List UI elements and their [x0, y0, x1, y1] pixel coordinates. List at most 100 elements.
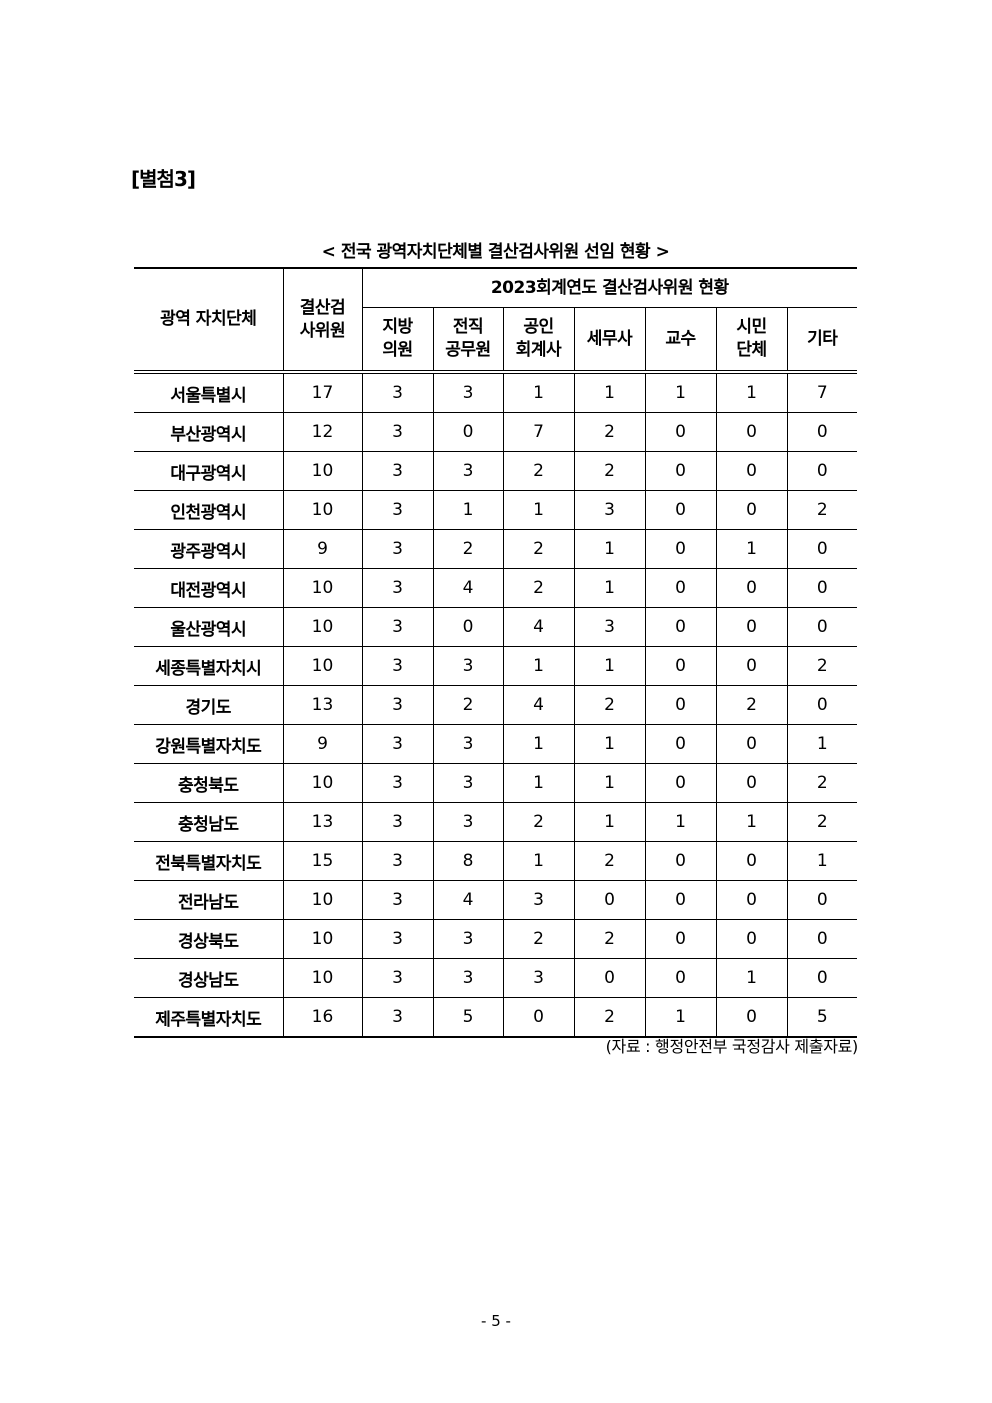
header-total-line2: 사위원: [299, 320, 346, 341]
tax-accountant-cell: 3: [573, 607, 646, 647]
local-council-cell: 3: [361, 685, 434, 725]
auditor-table: 광역 자치단체 결산검 사위원 2023회계연도 결산검사위원 현황 지방 의원 전…: [134, 267, 858, 1038]
total-cell: 15: [282, 841, 363, 881]
local-council-cell: 3: [361, 841, 434, 881]
other-cell: 0: [786, 568, 858, 608]
header-former-official: 전직 공무원: [432, 307, 504, 374]
cpa-cell: 1: [502, 763, 575, 803]
header-group: 2023회계연도 결산검사위원 현황: [361, 267, 858, 308]
professor-cell: 0: [644, 607, 717, 647]
cpa-cell: 1: [502, 724, 575, 764]
header-professor-line: 교수: [665, 328, 696, 349]
table-row: 충청남도 13 3 3 2 1 1 1 2: [134, 802, 858, 842]
local-council-cell: 3: [361, 802, 434, 842]
total-cell: 10: [282, 646, 363, 686]
region-cell: 충청북도: [134, 763, 284, 803]
professor-cell: 1: [644, 997, 717, 1038]
tax-accountant-cell: 2: [573, 451, 646, 491]
civic-group-cell: 0: [715, 997, 788, 1038]
table-row: 인천광역시 10 3 1 1 3 0 0 2: [134, 490, 858, 530]
tax-accountant-cell: 1: [573, 568, 646, 608]
region-cell: 서울특별시: [134, 371, 284, 413]
local-council-cell: 3: [361, 607, 434, 647]
civic-group-cell: 0: [715, 412, 788, 452]
former-official-cell: 1: [432, 490, 504, 530]
header-civic-group: 시민 단체: [715, 307, 788, 374]
professor-cell: 0: [644, 841, 717, 881]
cpa-cell: 0: [502, 997, 575, 1038]
region-cell: 전라남도: [134, 880, 284, 920]
professor-cell: 0: [644, 763, 717, 803]
civic-group-cell: 1: [715, 371, 788, 413]
total-cell: 10: [282, 763, 363, 803]
table-row: 대전광역시 10 3 4 2 1 0 0 0: [134, 568, 858, 608]
local-council-cell: 3: [361, 724, 434, 764]
civic-group-cell: 0: [715, 919, 788, 959]
tax-accountant-cell: 2: [573, 997, 646, 1038]
former-official-cell: 4: [432, 880, 504, 920]
header-cpa: 공인 회계사: [502, 307, 575, 374]
civic-group-cell: 0: [715, 880, 788, 920]
civic-group-cell: 0: [715, 763, 788, 803]
other-cell: 0: [786, 607, 858, 647]
tax-accountant-cell: 1: [573, 529, 646, 569]
total-cell: 16: [282, 997, 363, 1038]
cpa-cell: 2: [502, 568, 575, 608]
header-professor: 교수: [644, 307, 717, 374]
local-council-cell: 3: [361, 763, 434, 803]
header-local-council-line: 의원: [382, 340, 413, 360]
cpa-cell: 2: [502, 919, 575, 959]
cpa-cell: 1: [502, 841, 575, 881]
other-cell: 0: [786, 529, 858, 569]
professor-cell: 0: [644, 958, 717, 998]
tax-accountant-cell: 1: [573, 763, 646, 803]
other-cell: 0: [786, 412, 858, 452]
professor-cell: 0: [644, 451, 717, 491]
table-row: 부산광역시 12 3 0 7 2 0 0 0: [134, 412, 858, 452]
local-council-cell: 3: [361, 958, 434, 998]
former-official-cell: 0: [432, 607, 504, 647]
former-official-cell: 3: [432, 371, 504, 413]
total-cell: 10: [282, 919, 363, 959]
other-cell: 2: [786, 763, 858, 803]
other-cell: 1: [786, 841, 858, 881]
local-council-cell: 3: [361, 371, 434, 413]
table-caption: < 전국 광역자치단체별 결산검사위원 선임 현황 >: [321, 242, 670, 262]
civic-group-cell: 0: [715, 451, 788, 491]
table-row: 울산광역시 10 3 0 4 3 0 0 0: [134, 607, 858, 647]
local-council-cell: 3: [361, 490, 434, 530]
total-cell: 10: [282, 958, 363, 998]
civic-group-cell: 1: [715, 958, 788, 998]
cpa-cell: 1: [502, 646, 575, 686]
header-other: 기타: [786, 307, 858, 374]
local-council-cell: 3: [361, 412, 434, 452]
total-cell: 10: [282, 451, 363, 491]
civic-group-cell: 2: [715, 685, 788, 725]
former-official-cell: 2: [432, 685, 504, 725]
professor-cell: 1: [644, 802, 717, 842]
professor-cell: 1: [644, 371, 717, 413]
civic-group-cell: 0: [715, 841, 788, 881]
former-official-cell: 5: [432, 997, 504, 1038]
total-cell: 10: [282, 568, 363, 608]
civic-group-cell: 1: [715, 802, 788, 842]
former-official-cell: 3: [432, 724, 504, 764]
professor-cell: 0: [644, 880, 717, 920]
local-council-cell: 3: [361, 451, 434, 491]
other-cell: 2: [786, 802, 858, 842]
total-cell: 9: [282, 529, 363, 569]
other-cell: 0: [786, 451, 858, 491]
region-cell: 부산광역시: [134, 412, 284, 452]
region-cell: 광주광역시: [134, 529, 284, 569]
civic-group-cell: 0: [715, 490, 788, 530]
cpa-cell: 2: [502, 802, 575, 842]
civic-group-cell: 1: [715, 529, 788, 569]
tax-accountant-cell: 2: [573, 685, 646, 725]
region-cell: 대전광역시: [134, 568, 284, 608]
total-cell: 13: [282, 685, 363, 725]
professor-cell: 0: [644, 568, 717, 608]
header-local-council: 지방 의원: [362, 307, 434, 374]
header-tax-accountant-line: 세무사: [586, 328, 633, 349]
total-cell: 13: [282, 802, 363, 842]
header-civic-group-line: 시민: [736, 317, 767, 337]
